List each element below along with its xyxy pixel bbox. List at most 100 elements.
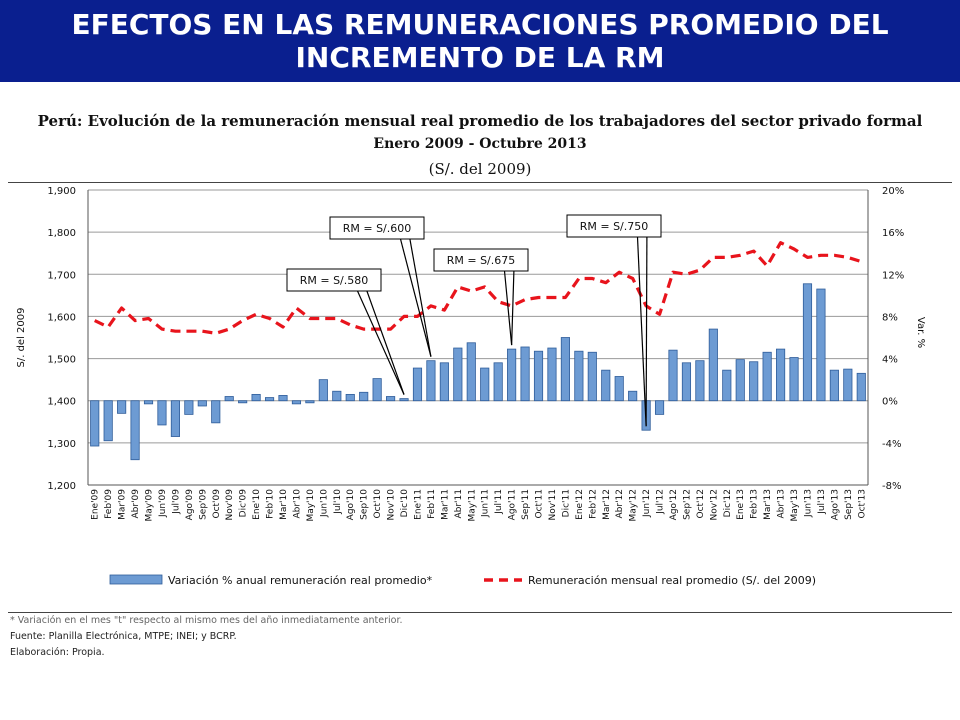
- x-tick-label: Abr'09: [131, 489, 141, 519]
- x-tick-label: Jun'12: [642, 489, 652, 518]
- bar: [762, 351, 772, 402]
- x-tick-label: Mar'12: [602, 489, 612, 520]
- bar: [170, 400, 180, 437]
- bar: [816, 288, 826, 402]
- bar: [399, 398, 409, 402]
- bar: [143, 400, 154, 405]
- chart-subtitle: Enero 2009 - Octubre 2013: [373, 136, 587, 152]
- x-tick-label: Jul'11: [494, 489, 504, 515]
- annotation-label: RM = S/.675: [447, 254, 516, 267]
- bar: [856, 372, 866, 402]
- annotation-pointer: [366, 290, 405, 395]
- chart-top-rule: [8, 182, 952, 183]
- bar: [829, 369, 839, 402]
- x-tick-label: May'10: [306, 489, 316, 522]
- bar: [332, 390, 342, 402]
- x-tick-label: Nov'10: [387, 489, 397, 521]
- x-tick-label: Dic'10: [400, 489, 410, 518]
- bar: [480, 367, 490, 402]
- bar: [493, 362, 503, 402]
- bar: [560, 337, 570, 402]
- bar: [359, 391, 369, 402]
- x-tick-label: May'09: [145, 489, 155, 522]
- annotation-label: RM = S/.580: [300, 274, 369, 287]
- annotation-box: [329, 216, 425, 240]
- annotation-box: [433, 248, 529, 272]
- x-tick-label: Feb'09: [104, 489, 114, 519]
- x-tick-label: Ene'10: [252, 489, 262, 520]
- bar: [318, 379, 328, 402]
- bar: [211, 400, 221, 424]
- bar: [238, 400, 248, 404]
- x-tick-label: Jul'10: [333, 489, 343, 515]
- bar: [184, 400, 194, 415]
- annotation-pointer: [503, 270, 513, 346]
- x-tick-label: Sep'09: [198, 489, 208, 520]
- y-right-tick-label: 12%: [882, 270, 904, 281]
- bar: [278, 395, 288, 402]
- legend-bar-label: Variación % anual remuneración real prom…: [168, 574, 433, 587]
- bar: [117, 400, 127, 414]
- bar: [305, 400, 315, 404]
- bar: [345, 393, 355, 402]
- y-right-tick-label: 8%: [882, 312, 898, 323]
- x-tick-label: Jul'09: [171, 489, 181, 515]
- annotation-pointer: [399, 238, 432, 357]
- x-tick-label: Dic'11: [561, 489, 571, 517]
- bar: [386, 396, 396, 402]
- bar: [681, 362, 692, 402]
- x-tick-label: Mar'13: [763, 489, 773, 520]
- x-tick-label: Mar'11: [440, 489, 450, 520]
- annotation-pointer: [356, 290, 405, 395]
- x-tick-label: Oct'12: [696, 489, 706, 519]
- y-right-tick-label: -8%: [882, 481, 901, 492]
- gridlines: [88, 189, 868, 486]
- bar: [614, 376, 624, 402]
- bar: [802, 283, 813, 402]
- x-tick-label: Sep'10: [360, 489, 370, 520]
- bar: [439, 362, 449, 402]
- x-tick-label: Abr'12: [615, 489, 625, 519]
- annotation-pointer: [409, 238, 432, 357]
- x-tick-label: Ago'11: [508, 489, 518, 520]
- bar: [547, 347, 557, 402]
- x-tick-label: Oct'09: [212, 489, 222, 519]
- x-tick-label: Dic'09: [239, 489, 249, 518]
- bar: [372, 378, 382, 402]
- y-right-tick-label: 4%: [882, 355, 898, 366]
- y-right-tick-label: 20%: [882, 186, 904, 197]
- bar: [789, 357, 799, 402]
- y-left-tick-label: 1,200: [47, 481, 76, 492]
- bar: [533, 350, 544, 402]
- author-note: Elaboración: Propia.: [10, 647, 105, 658]
- bar: [749, 361, 759, 402]
- x-tick-label: Ene'13: [736, 489, 746, 520]
- annotation-label: RM = S/.600: [343, 222, 412, 235]
- bar: [722, 369, 732, 402]
- y-right-tick-label: 0%: [882, 397, 898, 408]
- x-tick-label: Jun'11: [481, 489, 491, 518]
- annotation-label: RM = S/.750: [580, 220, 649, 233]
- x-tick-label: Nov'12: [709, 489, 719, 521]
- x-tick-label: Mar'10: [279, 489, 289, 520]
- chart-bottom-rule: [8, 612, 952, 613]
- bar: [587, 351, 597, 402]
- x-tick-label: Sep'11: [521, 489, 531, 520]
- bar: [197, 400, 207, 407]
- banner-title-line2: INCREMENTO DE LA RM: [295, 41, 665, 74]
- bar: [735, 359, 745, 402]
- chart-title: Perú: Evolución de la remuneración mensu…: [37, 112, 923, 130]
- y-left-tick-label: 1,300: [47, 439, 76, 450]
- x-tick-label: Feb'13: [750, 489, 760, 519]
- x-tick-label: Abr'10: [292, 489, 302, 519]
- bar: [264, 397, 275, 402]
- bar: [453, 347, 463, 402]
- y-right-tick-label: -4%: [882, 439, 901, 450]
- bar: [103, 400, 113, 442]
- annotation-pointer: [645, 236, 648, 427]
- bar: [843, 368, 853, 402]
- x-tick-label: May'12: [629, 489, 639, 522]
- bar: [574, 350, 584, 402]
- x-tick-label: Ene'12: [575, 489, 585, 520]
- y-left-tick-label: 1,700: [47, 270, 76, 281]
